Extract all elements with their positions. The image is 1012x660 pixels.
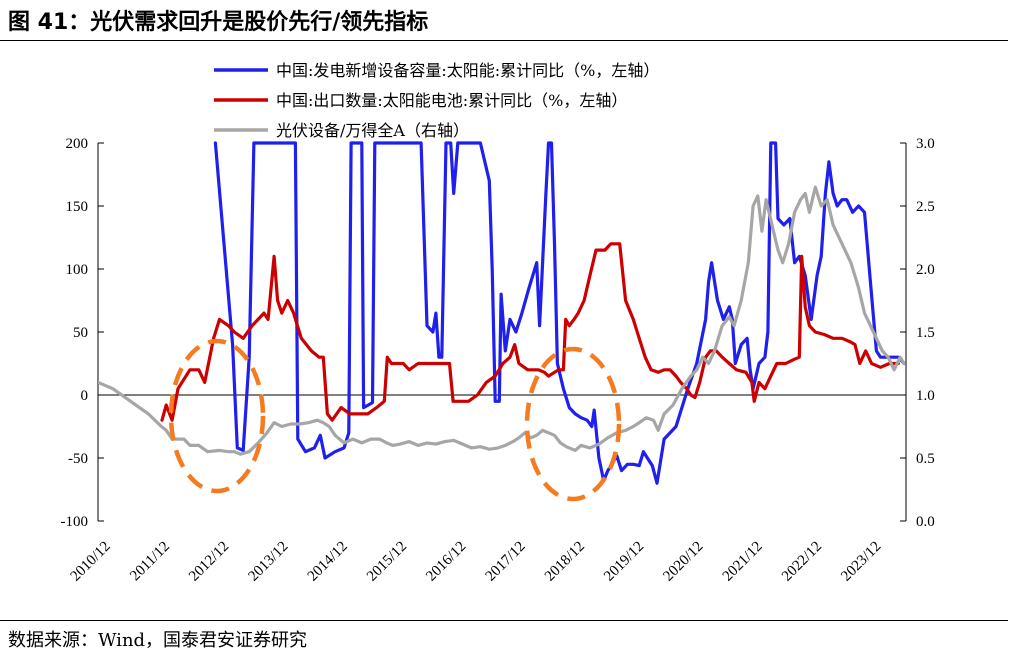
left-tick-label: -100 xyxy=(61,514,89,530)
series-line-2 xyxy=(160,242,900,422)
axes: 200 150 100 50 0 -50 -100 3.0 2.5 2.0 1.5 1.0 0.5 0.0… xyxy=(61,136,935,585)
legend-label-2: 中国:出口数量:太阳能电池:累计同比（%，左轴） xyxy=(276,91,627,110)
legend-label-3: 光伏设备/万得全A（右轴） xyxy=(276,121,469,140)
x-tick-label: 2018/12 xyxy=(542,539,588,585)
x-tick-label: 2017/12 xyxy=(483,539,529,585)
x-tick-label: 2010/12 xyxy=(68,539,114,585)
series-line-3 xyxy=(98,185,906,456)
x-tick-label: 2019/12 xyxy=(601,539,647,585)
left-tick-label: -50 xyxy=(68,451,88,467)
source-rule xyxy=(0,620,1008,621)
x-tick-label: 2021/12 xyxy=(720,539,766,585)
legend-label-1: 中国:发电新增设备容量:太阳能:累计同比（%，左轴） xyxy=(276,61,659,80)
right-tick-label: 2.5 xyxy=(916,199,935,215)
annotation-ellipse-1 xyxy=(168,338,266,494)
x-tick-label: 2020/12 xyxy=(660,539,706,585)
x-tick-label: 2014/12 xyxy=(305,539,351,585)
x-tick-label: 2015/12 xyxy=(364,539,410,585)
right-tick-label: 0.5 xyxy=(916,451,935,467)
right-tick-label: 1.5 xyxy=(916,325,935,341)
right-tick-label: 1.0 xyxy=(916,388,935,404)
left-tick-label: 150 xyxy=(66,199,89,215)
page-title: 图 41：光伏需求回升是股价先行/领先指标 xyxy=(8,10,429,35)
annotation-ellipse-2 xyxy=(524,346,622,502)
x-tick-label: 2011/12 xyxy=(127,539,173,585)
title-underline xyxy=(0,40,1008,41)
x-tick-label: 2012/12 xyxy=(186,539,232,585)
series-group xyxy=(98,141,906,485)
left-tick-label: 0 xyxy=(81,388,89,404)
right-tick-label: 0.0 xyxy=(916,514,935,530)
right-tick-label: 3.0 xyxy=(916,136,935,152)
left-tick-label: 100 xyxy=(66,262,89,278)
right-tick-label: 2.0 xyxy=(916,262,935,278)
legend: 中国:发电新增设备容量:太阳能:累计同比（%，左轴） 中国:出口数量:太阳能电池:… xyxy=(214,61,659,140)
source-note: 数据来源：Wind，国泰君安证券研究 xyxy=(8,630,308,651)
chart: 中国:发电新增设备容量:太阳能:累计同比（%，左轴） 中国:出口数量:太阳能电池:… xyxy=(61,61,935,585)
x-tick-label: 2023/12 xyxy=(838,539,884,585)
left-tick-label: 200 xyxy=(66,136,89,152)
x-tick-label: 2022/12 xyxy=(779,539,825,585)
x-tick-label: 2016/12 xyxy=(423,539,469,585)
annotations xyxy=(168,338,622,502)
left-tick-label: 50 xyxy=(73,325,88,341)
x-tick-label: 2013/12 xyxy=(245,539,291,585)
